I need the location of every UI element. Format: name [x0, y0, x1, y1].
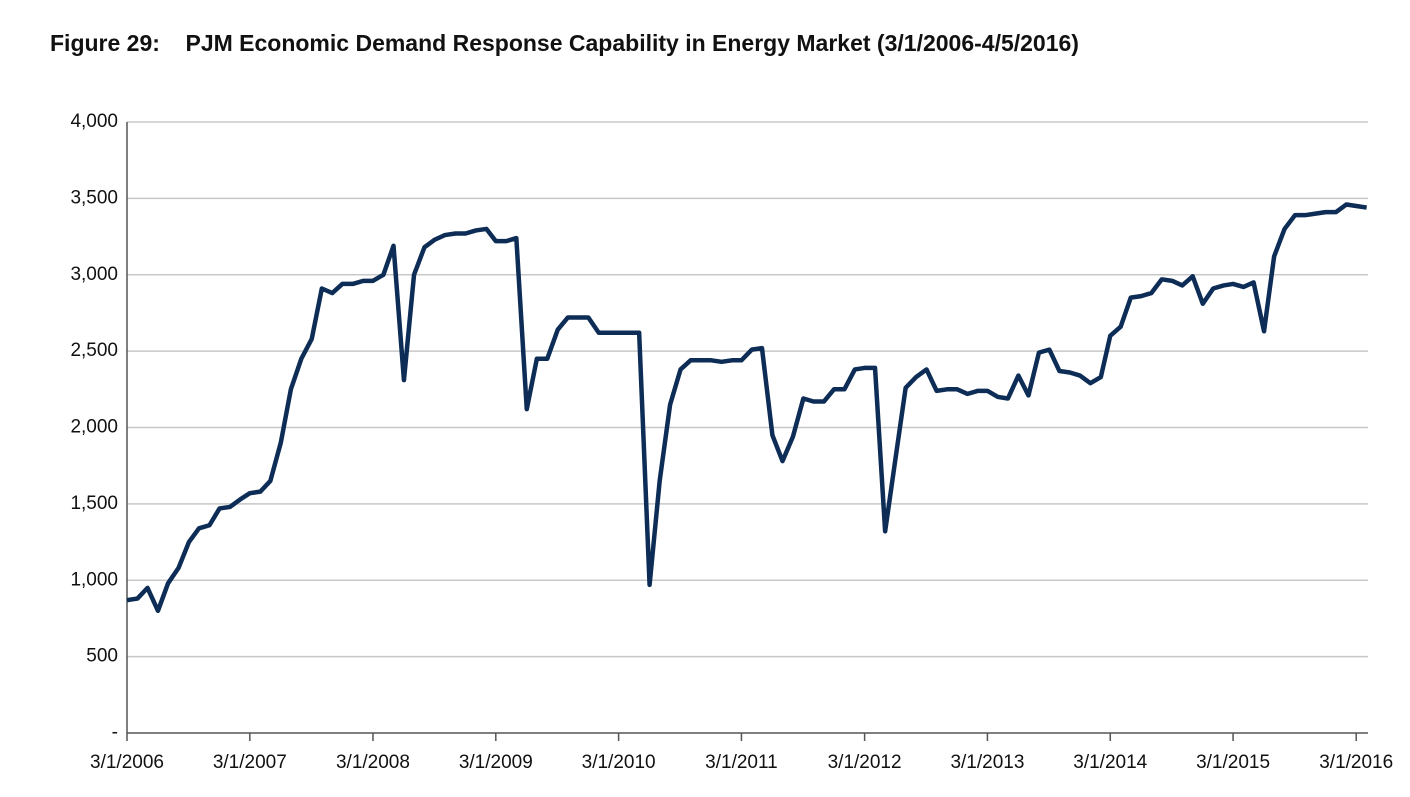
y-tick-label: 1,500	[70, 493, 118, 514]
x-tick-label: 3/1/2014	[1073, 752, 1147, 773]
x-tick-label: 3/1/2011	[705, 752, 778, 773]
y-tick-label: 500	[86, 646, 118, 667]
y-tick-label: 3,000	[70, 264, 118, 285]
x-tick-label: 3/1/2008	[336, 752, 410, 773]
x-tick-label: 3/1/2012	[828, 752, 902, 773]
x-tick-label: 3/1/2009	[459, 752, 533, 773]
y-tick-label: -	[112, 722, 118, 743]
x-tick-label: 3/1/2015	[1196, 752, 1270, 773]
y-tick-label: 4,000	[70, 111, 118, 132]
y-tick-label: 1,000	[70, 569, 118, 590]
data-line	[126, 202, 1367, 614]
x-tick-label: 3/1/2010	[582, 752, 656, 773]
y-tick-label: 3,500	[70, 187, 118, 208]
y-tick-label: 2,500	[70, 340, 118, 361]
x-tick-label: 3/1/2007	[213, 752, 287, 773]
x-tick-label: 3/1/2013	[950, 752, 1024, 773]
chart-title: Figure 29: PJM Economic Demand Response …	[50, 30, 1079, 56]
x-tick-label: 3/1/2016	[1319, 752, 1393, 773]
x-tick-label: 3/1/2006	[90, 752, 164, 773]
y-tick-label: 2,000	[70, 417, 118, 438]
